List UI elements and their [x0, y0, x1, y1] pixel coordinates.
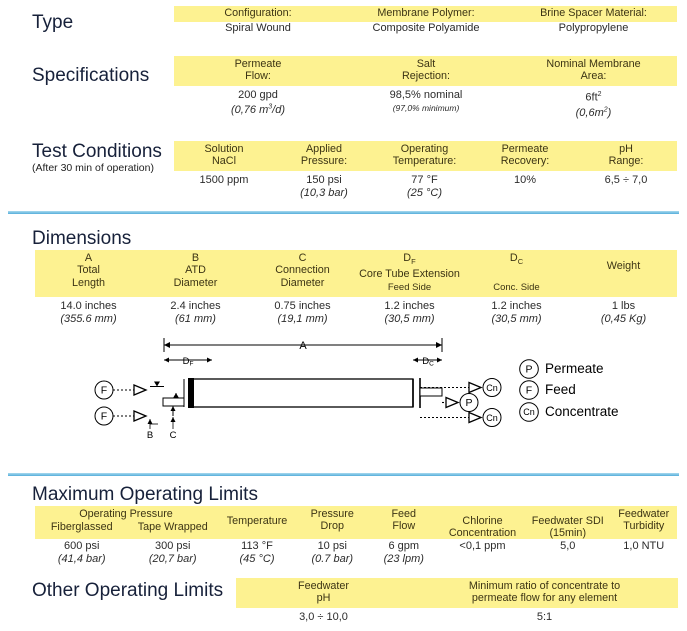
svg-text:F: F — [101, 410, 107, 422]
svg-text:B: B — [147, 430, 153, 440]
svg-text:Feed: Feed — [545, 382, 576, 397]
svg-text:Permeate: Permeate — [545, 361, 604, 376]
svg-text:Cn: Cn — [486, 413, 498, 423]
svg-text:Cn: Cn — [486, 383, 498, 393]
svg-text:A: A — [299, 340, 307, 352]
svg-text:DC: DC — [422, 356, 434, 368]
svg-text:F: F — [101, 384, 107, 396]
svg-text:P: P — [465, 397, 472, 409]
svg-text:F: F — [526, 384, 532, 396]
svg-text:C: C — [170, 430, 177, 440]
svg-text:DF: DF — [183, 356, 194, 368]
svg-text:Cn: Cn — [523, 407, 535, 417]
svg-text:Concentrate: Concentrate — [545, 404, 619, 419]
svg-text:P: P — [525, 363, 532, 375]
